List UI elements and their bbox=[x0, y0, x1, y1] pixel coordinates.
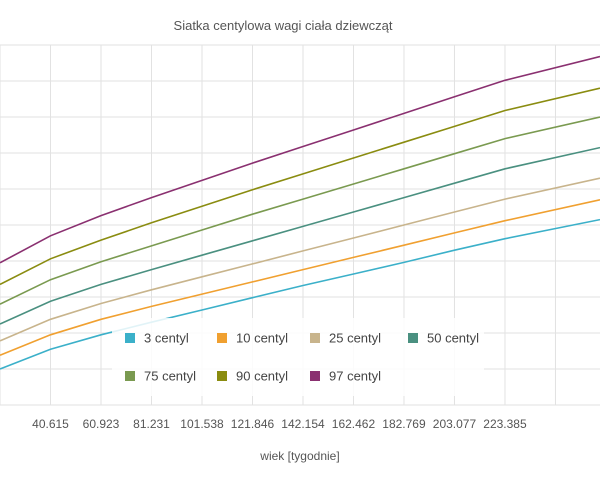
x-tick-label: 81.231 bbox=[133, 417, 170, 431]
legend-label: 50 centyl bbox=[427, 331, 479, 346]
x-axis-ticks: 40.615 60.923 81.231 101.538 121.846 142.154 1… bbox=[32, 417, 527, 431]
series-lines bbox=[0, 55, 600, 370]
series-line-97-centyl bbox=[0, 55, 600, 264]
legend-swatch bbox=[125, 333, 135, 343]
legend-swatch bbox=[125, 371, 135, 381]
legend-item: 10 centyl bbox=[217, 331, 288, 346]
legend-swatch bbox=[310, 371, 320, 381]
x-tick-label: 162.462 bbox=[332, 417, 376, 431]
x-tick-label: 182.769 bbox=[382, 417, 426, 431]
legend-item: 97 centyl bbox=[310, 369, 381, 384]
legend-label: 90 centyl bbox=[236, 369, 288, 384]
x-tick-label: 203.077 bbox=[433, 417, 477, 431]
x-tick-label: 223.385 bbox=[483, 417, 527, 431]
legend-label: 25 centyl bbox=[329, 331, 381, 346]
x-axis-label: wiek [tygodnie] bbox=[259, 449, 339, 463]
legend-label: 75 centyl bbox=[144, 369, 196, 384]
legend: 3 centyl 10 centyl 25 centyl 50 centyl 75 ce… bbox=[112, 318, 484, 396]
legend-item: 90 centyl bbox=[217, 369, 288, 384]
legend-item: 25 centyl bbox=[310, 331, 381, 346]
x-tick-label: 142.154 bbox=[281, 417, 325, 431]
chart-title: Siatka centylowa wagi ciała dziewcząt bbox=[174, 18, 393, 33]
legend-swatch bbox=[217, 371, 227, 381]
legend-item: 50 centyl bbox=[408, 331, 479, 346]
legend-swatch bbox=[408, 333, 418, 343]
x-tick-label: 121.846 bbox=[231, 417, 275, 431]
series-line-10-centyl bbox=[0, 199, 600, 357]
x-tick-label: 101.538 bbox=[180, 417, 224, 431]
legend-background bbox=[112, 318, 484, 396]
series-line-3-centyl bbox=[0, 218, 600, 370]
legend-item: 3 centyl bbox=[125, 331, 189, 346]
series-line-75-centyl bbox=[0, 116, 600, 305]
legend-label: 3 centyl bbox=[144, 331, 189, 346]
legend-label: 97 centyl bbox=[329, 369, 381, 384]
legend-item: 75 centyl bbox=[125, 369, 196, 384]
legend-swatch bbox=[310, 333, 320, 343]
series-line-25-centyl bbox=[0, 177, 600, 342]
legend-swatch bbox=[217, 333, 227, 343]
x-tick-label: 40.615 bbox=[32, 417, 69, 431]
x-tick-label: 60.923 bbox=[83, 417, 120, 431]
series-line-90-centyl bbox=[0, 87, 600, 286]
legend-label: 10 centyl bbox=[236, 331, 288, 346]
series-line-50-centyl bbox=[0, 146, 600, 325]
